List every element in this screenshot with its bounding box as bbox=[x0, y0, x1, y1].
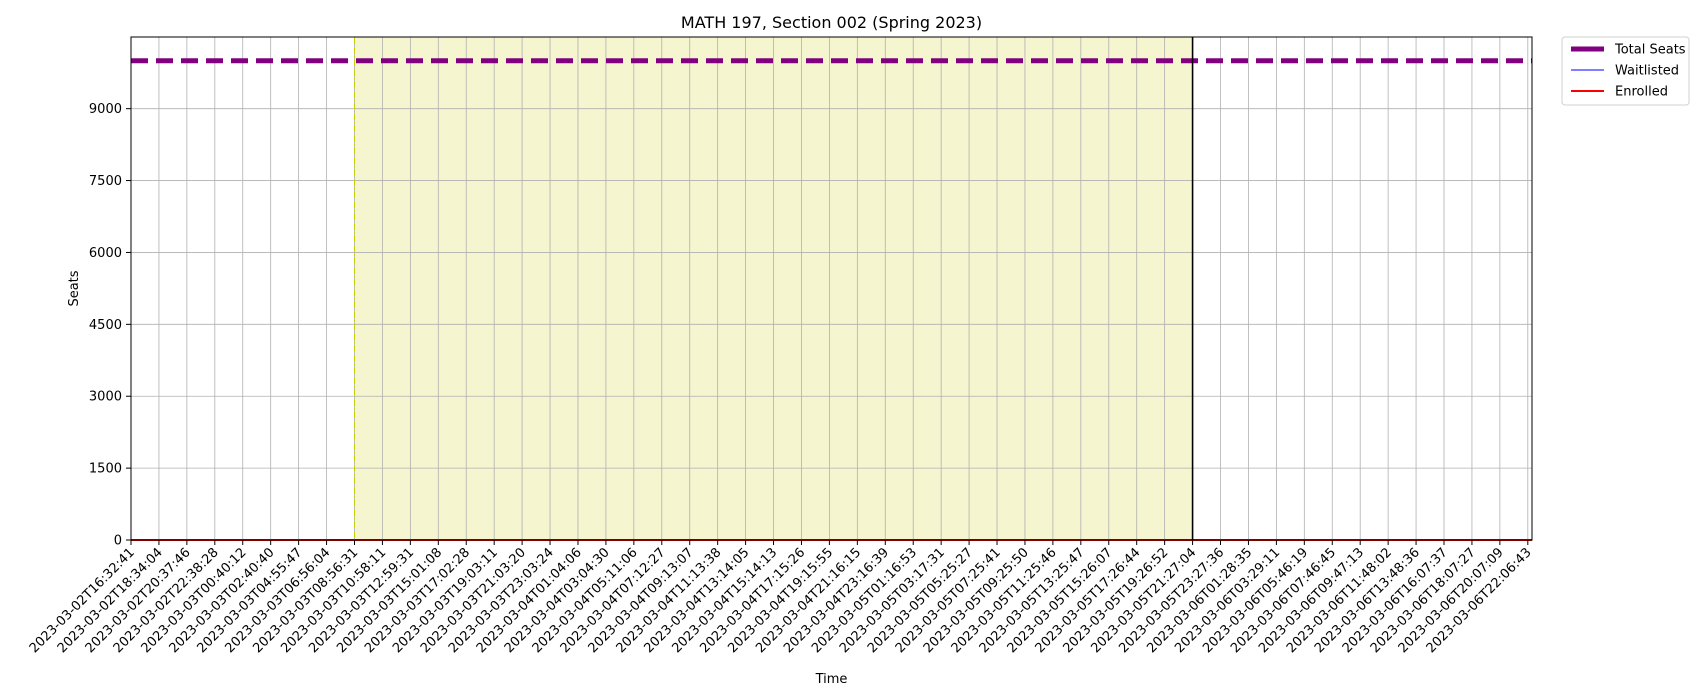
y-tick-label: 7500 bbox=[89, 174, 122, 189]
plot-frame bbox=[130, 36, 1533, 541]
y-tick-label: 3000 bbox=[89, 390, 122, 405]
y-tick-label: 6000 bbox=[89, 246, 122, 261]
legend-label-enrolled: Enrolled bbox=[1615, 85, 1668, 100]
y-tick-label: 1500 bbox=[89, 462, 122, 477]
y-axis-label: Seats bbox=[67, 270, 82, 306]
x-axis-label: Time bbox=[815, 672, 848, 687]
legend-label-total-seats: Total Seats bbox=[1614, 43, 1686, 58]
legend: Total Seats Waitlisted Enrolled bbox=[1561, 36, 1690, 106]
legend-box bbox=[1561, 36, 1690, 106]
y-tick-label: 4500 bbox=[89, 318, 122, 333]
y-tick-label: 9000 bbox=[89, 102, 122, 117]
y-tick-label: 0 bbox=[114, 534, 122, 549]
legend-label-waitlisted: Waitlisted bbox=[1615, 64, 1679, 79]
chart-title: MATH 197, Section 002 (Spring 2023) bbox=[681, 13, 982, 32]
plot-area: 01500300045006000750090002023-03-02T16:3… bbox=[27, 36, 1535, 656]
